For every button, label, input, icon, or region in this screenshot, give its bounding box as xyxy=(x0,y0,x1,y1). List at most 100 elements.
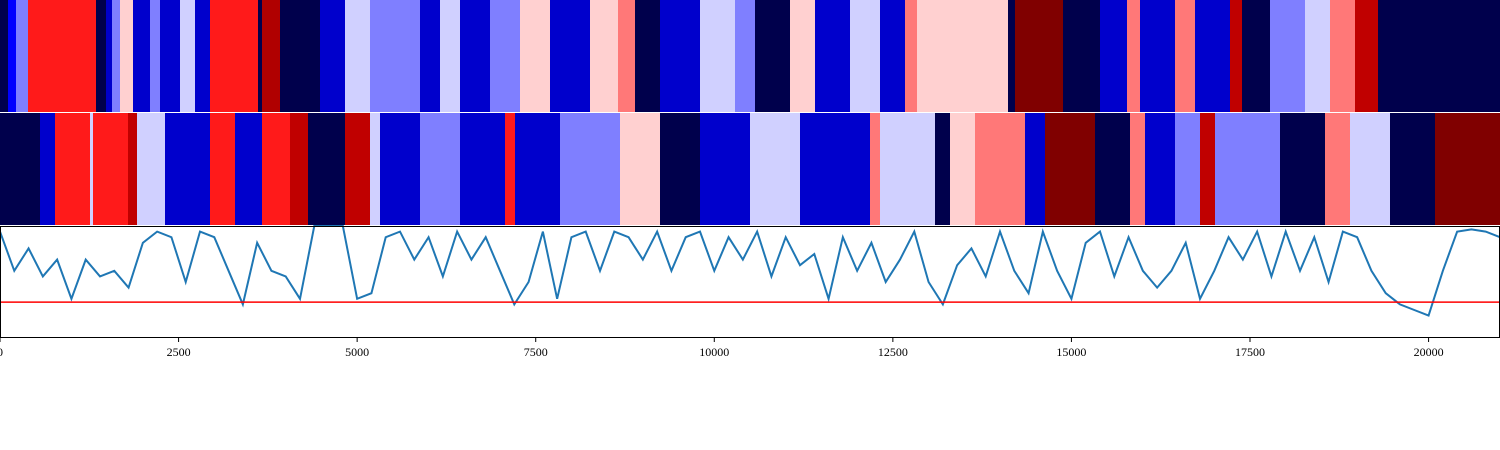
segment xyxy=(8,0,17,112)
segment xyxy=(1390,113,1436,225)
segment xyxy=(370,0,421,112)
segment xyxy=(106,0,113,112)
segment xyxy=(1215,113,1281,225)
x-tick-label: 5000 xyxy=(345,345,369,359)
segment xyxy=(1008,0,1016,112)
segment xyxy=(235,113,263,225)
x-tick-label: 0 xyxy=(0,345,3,359)
segment xyxy=(133,0,151,112)
segment xyxy=(660,0,701,112)
segment xyxy=(1195,0,1231,112)
segment xyxy=(370,113,381,225)
segment xyxy=(1270,0,1306,112)
segment xyxy=(165,113,211,225)
segment xyxy=(195,0,211,112)
segment xyxy=(790,0,816,112)
segment xyxy=(420,113,461,225)
segment xyxy=(280,0,321,112)
segment xyxy=(308,113,346,225)
segment xyxy=(210,0,259,112)
segment xyxy=(1095,113,1131,225)
segment xyxy=(975,113,1026,225)
segment xyxy=(1230,0,1243,112)
segment xyxy=(950,113,976,225)
segment xyxy=(1355,0,1379,112)
segment xyxy=(28,0,97,112)
segment xyxy=(93,113,129,225)
segment xyxy=(750,113,801,225)
segment xyxy=(210,113,236,225)
segment xyxy=(1350,113,1391,225)
segment xyxy=(700,0,736,112)
segment xyxy=(917,0,1009,112)
segment xyxy=(905,0,918,112)
segment xyxy=(700,113,751,225)
segment xyxy=(1025,113,1046,225)
x-tick-label: 7500 xyxy=(524,345,548,359)
x-tick-label: 15000 xyxy=(1056,345,1086,359)
segment xyxy=(515,113,561,225)
segment xyxy=(262,0,281,112)
segment xyxy=(1127,0,1141,112)
segment xyxy=(440,0,461,112)
x-tick-label: 12500 xyxy=(878,345,908,359)
segment xyxy=(1378,0,1500,112)
segment xyxy=(800,113,871,225)
segment xyxy=(120,0,134,112)
segment xyxy=(0,0,9,112)
segment xyxy=(1145,113,1176,225)
segment xyxy=(1242,0,1271,112)
segment xyxy=(345,113,371,225)
segment xyxy=(1200,113,1216,225)
segment xyxy=(815,0,851,112)
segment xyxy=(618,0,636,112)
segment xyxy=(735,0,756,112)
signal-line xyxy=(0,225,1500,317)
segment xyxy=(380,113,421,225)
segment xyxy=(490,0,521,112)
segment xyxy=(420,0,441,112)
x-tick-label: 17500 xyxy=(1235,345,1265,359)
x-tick-label: 10000 xyxy=(699,345,729,359)
segment xyxy=(1100,0,1128,112)
segment xyxy=(620,113,661,225)
segment xyxy=(180,0,196,112)
segment xyxy=(460,0,491,112)
segment xyxy=(880,113,936,225)
segment xyxy=(1015,0,1064,112)
segment xyxy=(660,113,701,225)
segment xyxy=(96,0,107,112)
segment xyxy=(1130,113,1146,225)
segment xyxy=(505,113,516,225)
segment xyxy=(520,0,551,112)
segment xyxy=(460,113,506,225)
segment xyxy=(550,0,591,112)
segment xyxy=(55,113,91,225)
segment xyxy=(290,113,309,225)
segment xyxy=(1140,0,1176,112)
plot-frame xyxy=(0,226,1500,338)
segment xyxy=(1305,0,1331,112)
segment xyxy=(0,113,41,225)
segment xyxy=(1435,113,1500,225)
segment xyxy=(160,0,181,112)
segment xyxy=(90,113,94,225)
segment xyxy=(262,113,291,225)
x-tick-label: 20000 xyxy=(1414,345,1444,359)
segment xyxy=(870,113,881,225)
segment xyxy=(755,0,791,112)
segment xyxy=(128,113,138,225)
segment xyxy=(1063,0,1101,112)
segment xyxy=(345,0,371,112)
segment xyxy=(1325,113,1351,225)
segment xyxy=(40,113,56,225)
segment xyxy=(1175,0,1196,112)
segment xyxy=(137,113,166,225)
segment xyxy=(590,0,619,112)
segment xyxy=(1330,0,1356,112)
segment xyxy=(1045,113,1096,225)
segment xyxy=(112,0,121,112)
segment xyxy=(320,0,346,112)
